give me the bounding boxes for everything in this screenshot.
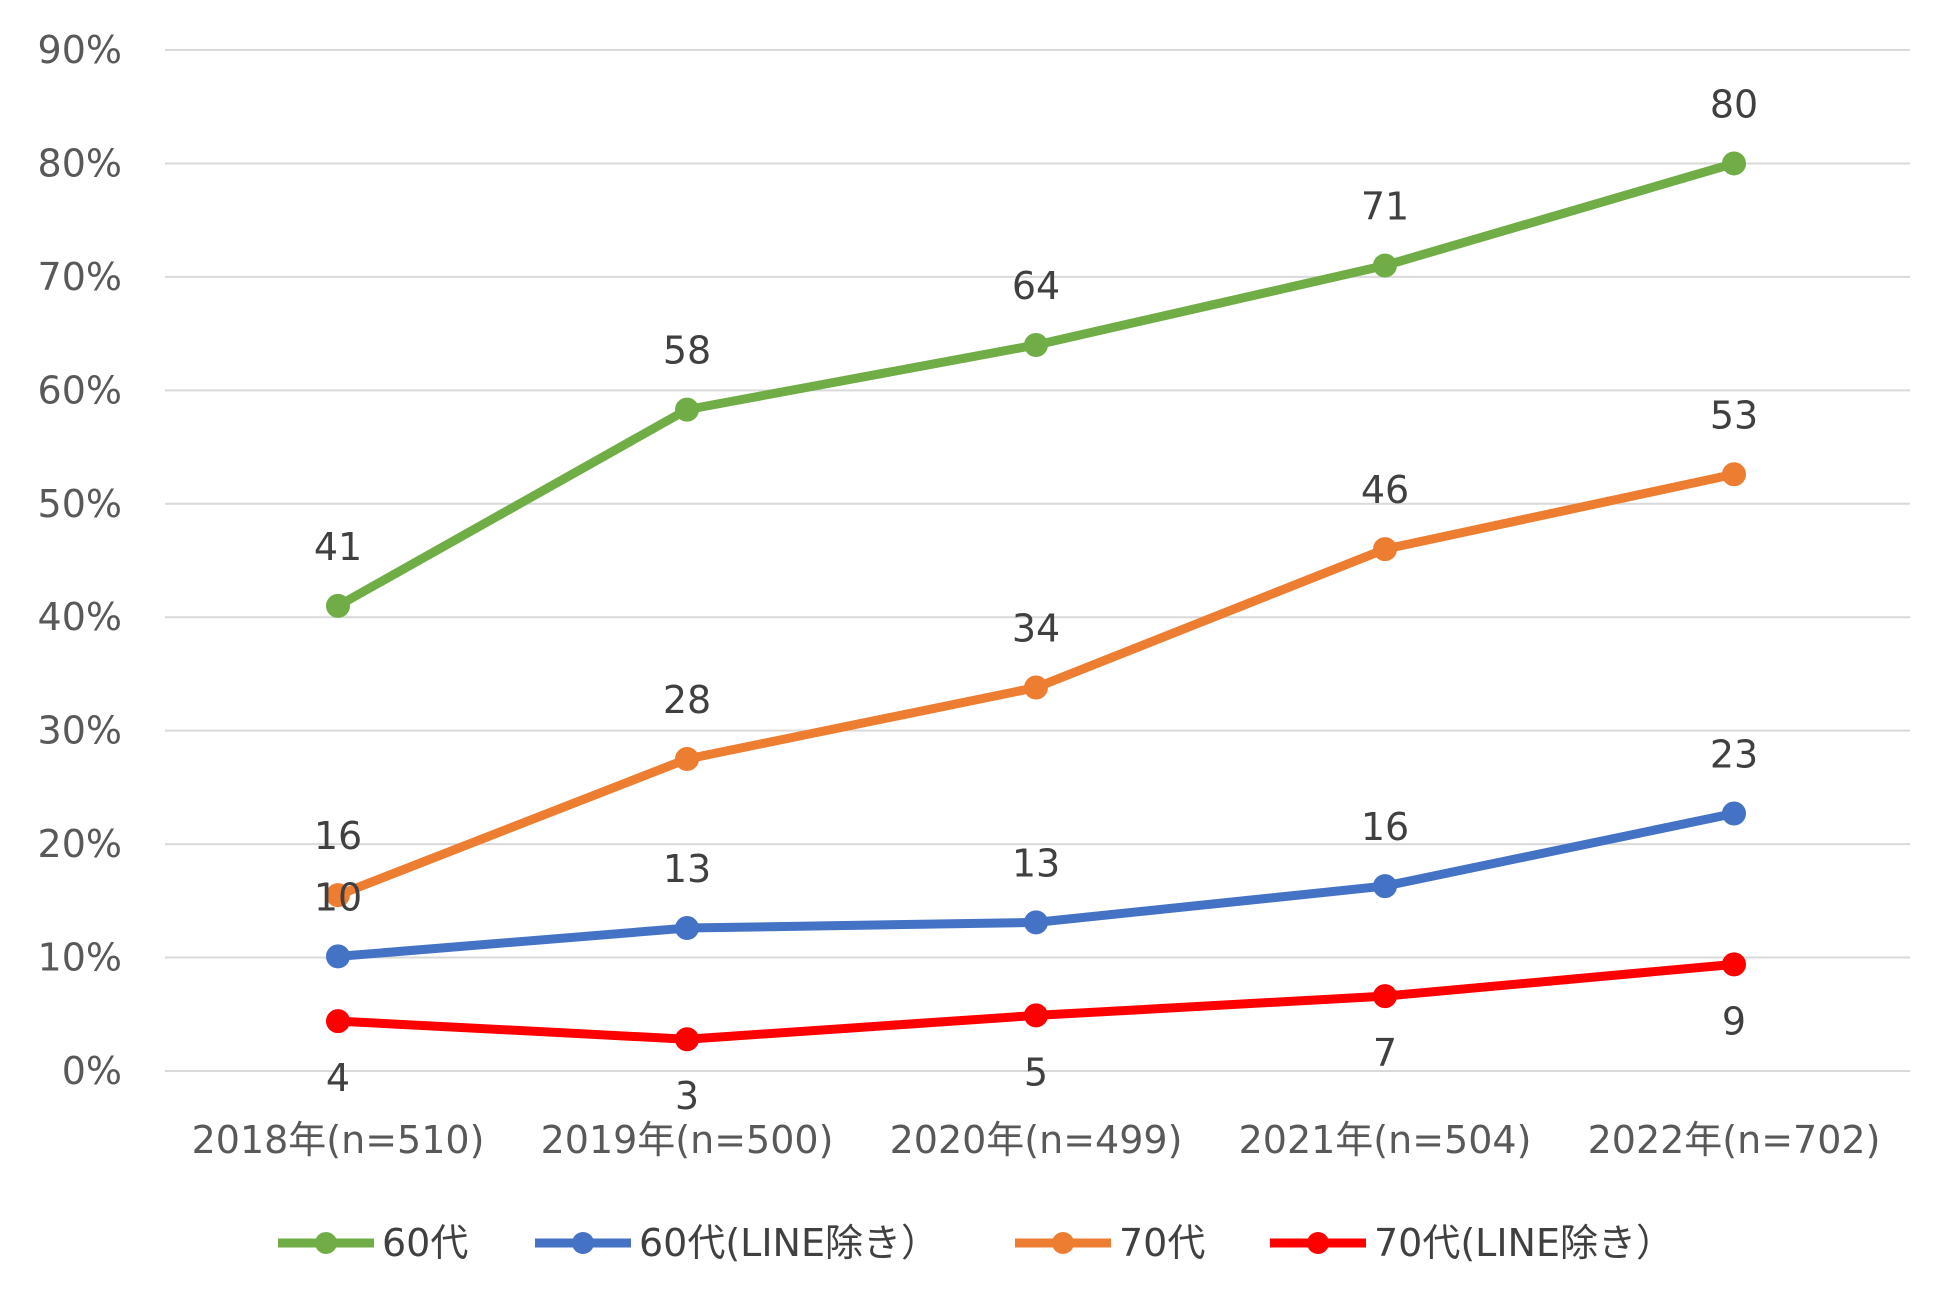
y-tick-label: 90% xyxy=(38,28,122,72)
legend-item: 60代 xyxy=(278,1221,468,1265)
legend: 60代 60代(LINE除き） 70代 70代(LINE除き） xyxy=(278,1221,1674,1265)
y-tick-label: 20% xyxy=(38,822,122,866)
data-label: 53 xyxy=(1710,393,1758,437)
data-point xyxy=(1722,952,1746,977)
data-label: 16 xyxy=(314,814,362,858)
data-label: 34 xyxy=(1012,607,1060,651)
y-tick-label: 40% xyxy=(38,595,122,639)
y-tick-label: 30% xyxy=(38,709,122,753)
legend-item: 70代 xyxy=(1015,1221,1205,1265)
data-label: 3 xyxy=(675,1074,699,1118)
data-label: 5 xyxy=(1024,1050,1048,1094)
x-tick-label: 2018年(n=510) xyxy=(192,1118,485,1162)
x-tick-label: 2019年(n=500) xyxy=(541,1118,834,1162)
legend-label: 70代(LINE除き） xyxy=(1374,1221,1674,1265)
data-label: 10 xyxy=(314,875,362,919)
data-label: 7 xyxy=(1373,1031,1397,1075)
data-point xyxy=(675,397,699,422)
data-point xyxy=(675,1027,699,1052)
y-axis-tick-labels: 0% 10% 20% 30% 40% 50% 60% 70% 80% 90% xyxy=(38,28,122,1093)
data-label: 58 xyxy=(663,329,711,373)
data-label: 80 xyxy=(1710,82,1758,126)
x-axis-tick-labels: 2018年(n=510) 2019年(n=500) 2020年(n=499) 2021… xyxy=(192,1118,1881,1162)
data-labels: 41 58 64 71 80 10 13 13 16 23 16 28 34 46 53 4 3 5 7 9 xyxy=(314,82,1758,1118)
data-label: 64 xyxy=(1012,264,1060,308)
y-tick-label: 70% xyxy=(38,255,122,299)
legend-item: 60代(LINE除き） xyxy=(535,1221,939,1265)
y-tick-label: 10% xyxy=(38,936,122,980)
data-point xyxy=(1024,910,1048,935)
y-tick-label: 60% xyxy=(38,368,122,412)
data-point xyxy=(1373,874,1397,899)
data-label: 13 xyxy=(1012,841,1060,885)
data-point xyxy=(1722,801,1746,826)
legend-label: 70代 xyxy=(1119,1221,1205,1265)
legend-swatch-marker xyxy=(572,1232,594,1254)
gridlines xyxy=(165,49,1910,1072)
legend-label: 60代 xyxy=(382,1221,468,1265)
data-point xyxy=(1722,462,1746,487)
data-point xyxy=(675,747,699,772)
data-point xyxy=(1373,537,1397,562)
data-point xyxy=(326,944,350,969)
data-point xyxy=(1722,151,1746,176)
data-label: 28 xyxy=(663,678,711,722)
legend-swatch-marker xyxy=(315,1232,337,1254)
legend-item: 70代(LINE除き） xyxy=(1270,1221,1674,1265)
y-tick-label: 50% xyxy=(38,482,122,526)
series-line xyxy=(333,959,1739,1044)
series-line xyxy=(333,158,1739,611)
data-point xyxy=(326,883,350,908)
data-point xyxy=(326,593,350,618)
data-label: 46 xyxy=(1361,468,1409,512)
legend-label: 60代(LINE除き） xyxy=(639,1221,939,1265)
x-tick-label: 2021年(n=504) xyxy=(1239,1118,1532,1162)
data-label: 4 xyxy=(326,1056,350,1100)
legend-swatch-marker xyxy=(1307,1232,1329,1254)
series-lines xyxy=(326,151,1746,1052)
data-point xyxy=(1024,1003,1048,1028)
data-label: 71 xyxy=(1361,185,1409,229)
data-point xyxy=(675,916,699,941)
data-label: 9 xyxy=(1722,999,1746,1043)
x-tick-label: 2020年(n=499) xyxy=(890,1118,1183,1162)
data-point xyxy=(326,1009,350,1034)
legend-swatch-marker xyxy=(1052,1232,1074,1254)
data-point xyxy=(1024,675,1048,700)
x-tick-label: 2022年(n=702) xyxy=(1588,1118,1881,1162)
data-point xyxy=(1373,253,1397,278)
y-tick-label: 80% xyxy=(38,141,122,185)
data-label: 41 xyxy=(314,525,362,569)
data-label: 23 xyxy=(1710,732,1758,776)
y-tick-label: 0% xyxy=(62,1049,122,1093)
data-label: 13 xyxy=(663,847,711,891)
data-point xyxy=(1024,332,1048,357)
data-label: 16 xyxy=(1361,805,1409,849)
data-point xyxy=(1373,984,1397,1009)
